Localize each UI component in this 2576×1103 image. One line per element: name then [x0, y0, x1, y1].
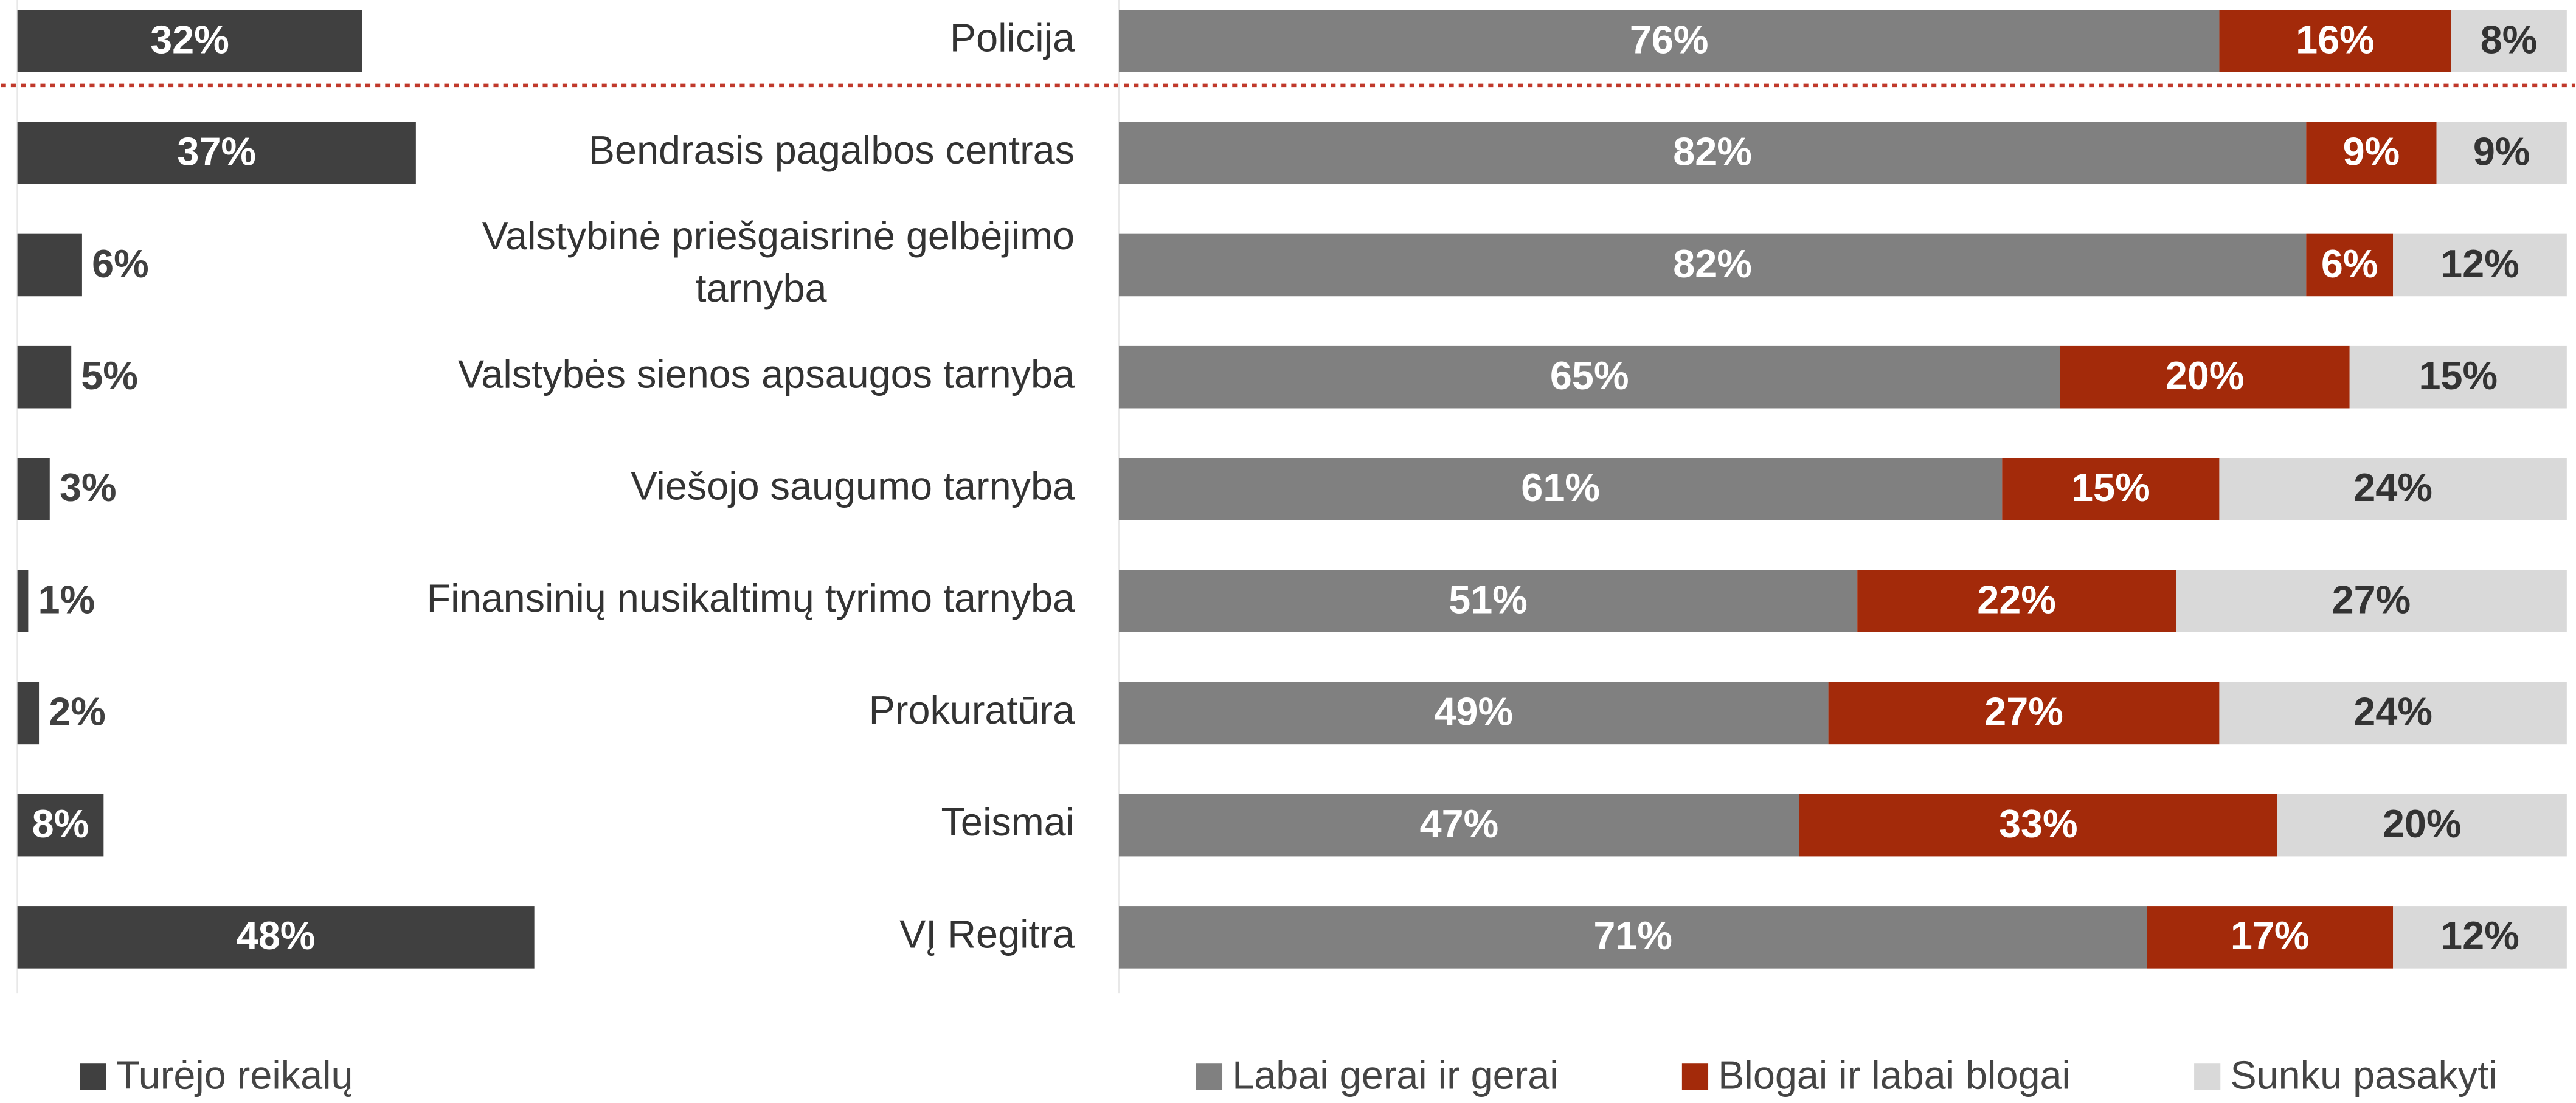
bar	[17, 10, 362, 72]
bar	[17, 233, 82, 297]
value-label: 71%	[1593, 913, 1672, 958]
bar	[17, 682, 40, 745]
bar-segment	[1118, 345, 2060, 409]
bar-segment	[1118, 906, 2147, 969]
value-label: 1%	[38, 577, 95, 621]
category-label: Valstybės sienos apsaugos tarnyba	[458, 351, 1075, 396]
category-label: Valstybinė priešgaisrinė gelbėjimo tarnyb…	[482, 213, 1075, 310]
value-label: 27%	[2332, 577, 2411, 621]
value-label: 16%	[2296, 17, 2375, 61]
value-label: 15%	[2071, 465, 2150, 510]
value-label: 27%	[1984, 690, 2063, 734]
category-label: Prokuratūra	[869, 688, 1075, 732]
value-label: 8%	[2481, 17, 2538, 61]
value-label: 61%	[1521, 465, 1600, 510]
legend-label: Sunku pasakyti	[2230, 1053, 2497, 1098]
value-label: 24%	[2353, 465, 2432, 510]
value-label: 22%	[1977, 577, 2056, 621]
bar-segment	[2277, 794, 2567, 857]
value-label: 33%	[1999, 801, 2078, 846]
category-label: Policija	[950, 16, 1075, 60]
value-label: 6%	[2321, 241, 2378, 286]
value-label: 17%	[2231, 913, 2310, 958]
value-label: 3%	[60, 465, 117, 510]
bar	[17, 122, 416, 185]
bar-segment	[1118, 458, 2003, 520]
bar-segment	[2436, 122, 2567, 185]
bar-segment	[2349, 345, 2567, 409]
category-label: Finansinių nusikaltimų tyrimo tarnyba	[427, 576, 1075, 620]
bar	[17, 794, 104, 857]
bar-segment	[2219, 10, 2451, 72]
value-label: 9%	[2473, 130, 2530, 174]
category-label: Bendrasis pagalbos centras	[589, 128, 1075, 172]
legend-swatch	[80, 1063, 106, 1090]
value-label: 65%	[1550, 353, 1629, 398]
bar-segment	[2451, 10, 2567, 72]
bar	[17, 906, 535, 969]
value-label: 76%	[1630, 17, 1709, 61]
value-label: 20%	[2166, 353, 2245, 398]
bar	[17, 570, 29, 632]
bar-segment	[1828, 682, 2220, 745]
bar-segment	[1118, 233, 2307, 297]
bar-segment	[2219, 682, 2567, 745]
bar-segment	[2060, 345, 2350, 409]
value-label: 24%	[2353, 690, 2432, 734]
bar-segment	[1118, 570, 1858, 632]
bar-segment	[1118, 794, 1799, 857]
bar-segment	[1118, 682, 1829, 745]
bar-segment	[2306, 233, 2394, 297]
legend-label: Blogai ir labai blogai	[1718, 1053, 2071, 1098]
bar-segment	[2219, 458, 2567, 520]
value-label: 12%	[2440, 241, 2519, 286]
bar-segment	[2147, 906, 2394, 969]
value-label: 48%	[237, 913, 316, 958]
category-label: VĮ Regitra	[899, 911, 1075, 956]
legend-label: Turėjo reikalų	[116, 1053, 353, 1098]
bar-segment	[2002, 458, 2220, 520]
legend-swatch	[1196, 1063, 1223, 1090]
bar-segment	[2393, 233, 2567, 297]
bar-segment	[1799, 794, 2277, 857]
bar	[17, 458, 50, 520]
bar-segment	[1118, 10, 2220, 72]
value-label: 9%	[2343, 130, 2400, 174]
bar-segment	[1857, 570, 2176, 632]
legend-label: Labai gerai ir gerai	[1232, 1053, 1558, 1098]
value-label: 8%	[32, 801, 89, 846]
value-label: 20%	[2383, 801, 2462, 846]
category-label: Teismai	[941, 800, 1075, 844]
value-label: 37%	[177, 130, 256, 174]
bar-segment	[2393, 906, 2567, 969]
value-label: 5%	[81, 353, 138, 398]
bar-segment	[2306, 122, 2437, 185]
legend-swatch	[2194, 1063, 2221, 1090]
value-label: 2%	[49, 690, 106, 734]
value-label: 12%	[2440, 913, 2519, 958]
bar-segment	[1118, 122, 2307, 185]
category-label: Viešojo saugumo tarnyba	[631, 464, 1075, 508]
legend-swatch	[1681, 1063, 1709, 1090]
value-label: 15%	[2418, 353, 2498, 398]
value-label: 82%	[1673, 130, 1752, 174]
bar-segment	[2176, 570, 2567, 632]
bar	[17, 345, 72, 409]
value-label: 32%	[150, 17, 229, 61]
value-label: 51%	[1449, 577, 1528, 621]
value-label: 82%	[1673, 241, 1752, 286]
value-label: 47%	[1420, 801, 1499, 846]
value-label: 6%	[92, 241, 149, 286]
value-label: 49%	[1434, 690, 1513, 734]
